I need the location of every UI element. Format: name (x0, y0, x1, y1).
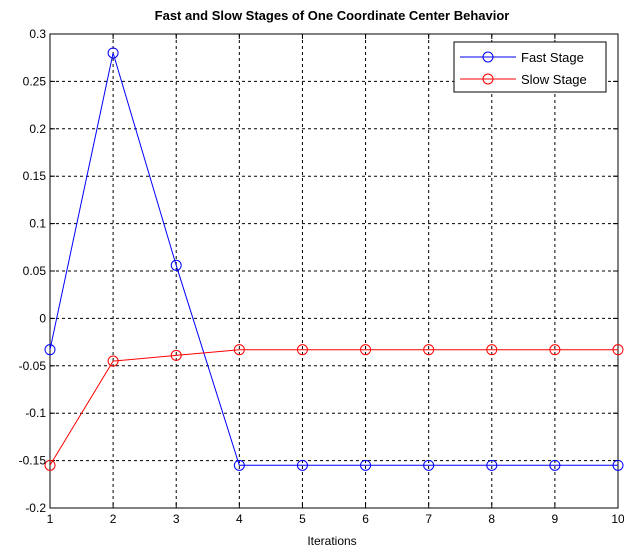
data-point-fast-stage (107, 47, 119, 59)
data-point-fast-stage (549, 459, 561, 471)
x-axis-label: Iterations (307, 534, 356, 548)
legend-box (453, 41, 607, 93)
y-axis-tick-labels: 0.3 0.25 0.2 0.15 0.1 0.05 0 -0.05 -0.1 -0.15 -0.2 (19, 27, 47, 515)
data-point-slow-stage (360, 344, 372, 356)
grid-lines (50, 34, 618, 508)
y-tick-label: 0.15 (23, 169, 47, 183)
data-point-fast-stage (360, 459, 372, 471)
x-tick-label: 10 (611, 512, 624, 526)
data-point-slow-stage (486, 344, 498, 356)
data-point-slow-stage (549, 344, 561, 356)
y-tick-label: 0.1 (29, 217, 46, 231)
series-group (44, 47, 624, 471)
y-tick-label: -0.05 (19, 359, 47, 373)
data-point-slow-stage (44, 459, 56, 471)
legend: Fast Stage Slow Stage (453, 41, 607, 93)
x-tick-label: 1 (47, 512, 54, 526)
legend-item-slow-stage: Slow Stage (460, 72, 587, 87)
plot-area (44, 33, 624, 509)
legend-item-fast-stage: Fast Stage (460, 50, 584, 65)
data-point-fast-stage (233, 459, 245, 471)
x-tick-label: 6 (362, 512, 369, 526)
x-tick-label: 9 (552, 512, 559, 526)
data-point-slow-stage (423, 344, 435, 356)
y-tick-label: 0.05 (23, 264, 47, 278)
x-axis-tick-labels: 1 2 3 4 5 6 7 8 9 10 (47, 512, 624, 526)
x-tick-label: 8 (488, 512, 495, 526)
data-point-slow-stage (233, 344, 245, 356)
axis-ticks (49, 33, 619, 509)
data-point-fast-stage (423, 459, 435, 471)
series-line-slow-stage (49, 349, 618, 466)
data-point-slow-stage (612, 344, 624, 356)
data-point-fast-stage (296, 459, 308, 471)
y-tick-label: 0.3 (29, 27, 46, 41)
y-tick-label: -0.2 (25, 501, 46, 515)
y-tick-label: -0.1 (25, 406, 46, 420)
x-tick-label: 4 (236, 512, 243, 526)
x-tick-label: 2 (110, 512, 117, 526)
y-tick-label: -0.15 (19, 454, 47, 468)
data-point-fast-stage (170, 259, 182, 271)
legend-marker-slow-stage (482, 73, 494, 85)
y-tick-label: 0.2 (29, 122, 46, 136)
legend-label-fast-stage: Fast Stage (521, 50, 584, 65)
x-tick-label: 5 (299, 512, 306, 526)
data-point-fast-stage (612, 459, 624, 471)
y-tick-label: 0.25 (23, 74, 47, 88)
x-tick-label: 3 (173, 512, 180, 526)
legend-label-slow-stage: Slow Stage (521, 72, 587, 87)
x-tick-label: 7 (425, 512, 432, 526)
data-point-slow-stage (296, 344, 308, 356)
data-point-fast-stage (486, 459, 498, 471)
legend-marker-fast-stage (482, 51, 494, 63)
y-tick-label: 0 (39, 311, 46, 325)
data-point-slow-stage (170, 349, 182, 361)
data-point-slow-stage (107, 355, 119, 367)
data-point-fast-stage (44, 344, 56, 356)
chart-title: Fast and Slow Stages of One Coordinate C… (155, 8, 510, 23)
series-line-fast-stage (49, 52, 618, 466)
